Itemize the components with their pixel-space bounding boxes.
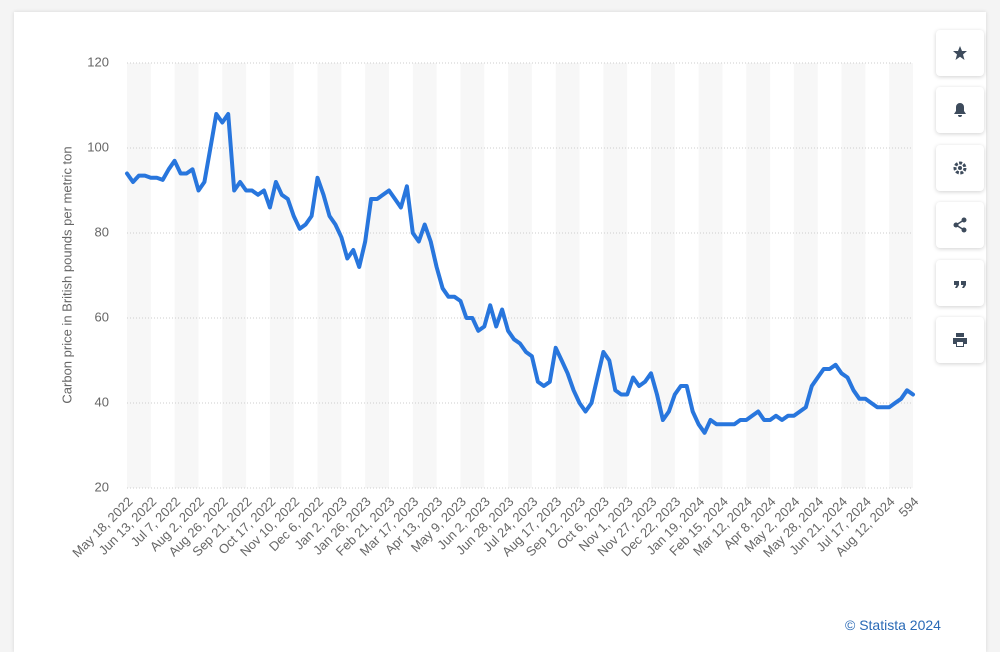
y-axis-title: Carbon price in British pounds per metri… [59,146,74,403]
x-tick-label: 594 [896,494,922,520]
y-tick-label: 60 [95,309,109,324]
print-icon [953,333,967,347]
y-tick-label: 120 [87,54,109,69]
stripe [841,63,866,488]
print-button[interactable] [936,317,984,363]
bell-icon [954,103,966,117]
stripe [603,63,628,488]
favorite-button[interactable] [936,30,984,76]
stripe [698,63,723,488]
credit[interactable]: © Statista 2024 [845,617,941,633]
y-tick-label: 20 [95,479,109,494]
cite-button[interactable] [936,260,984,306]
y-tick-label: 40 [95,394,109,409]
quote-icon [954,281,966,288]
settings-button[interactable] [936,145,984,191]
stripe [127,63,151,488]
stripe [269,63,294,488]
stripe [412,63,437,488]
y-tick-label: 100 [87,139,109,154]
y-tick-label: 80 [95,224,109,239]
stripe [508,63,532,488]
stripe [317,63,342,488]
stripe [222,63,247,488]
stripe [746,63,771,488]
share-icon [953,217,967,233]
alert-button[interactable] [936,87,984,133]
chart: Carbon price in British pounds per metri… [59,54,922,560]
gear-icon [953,161,967,175]
stripe [460,63,485,488]
stripe [651,63,675,488]
stripe [365,63,389,488]
stripe [174,63,199,488]
share-button[interactable] [936,202,984,248]
line [125,112,915,435]
stripe [889,63,913,488]
star-icon [953,46,967,60]
stripe [793,63,818,488]
stripe [555,63,580,488]
